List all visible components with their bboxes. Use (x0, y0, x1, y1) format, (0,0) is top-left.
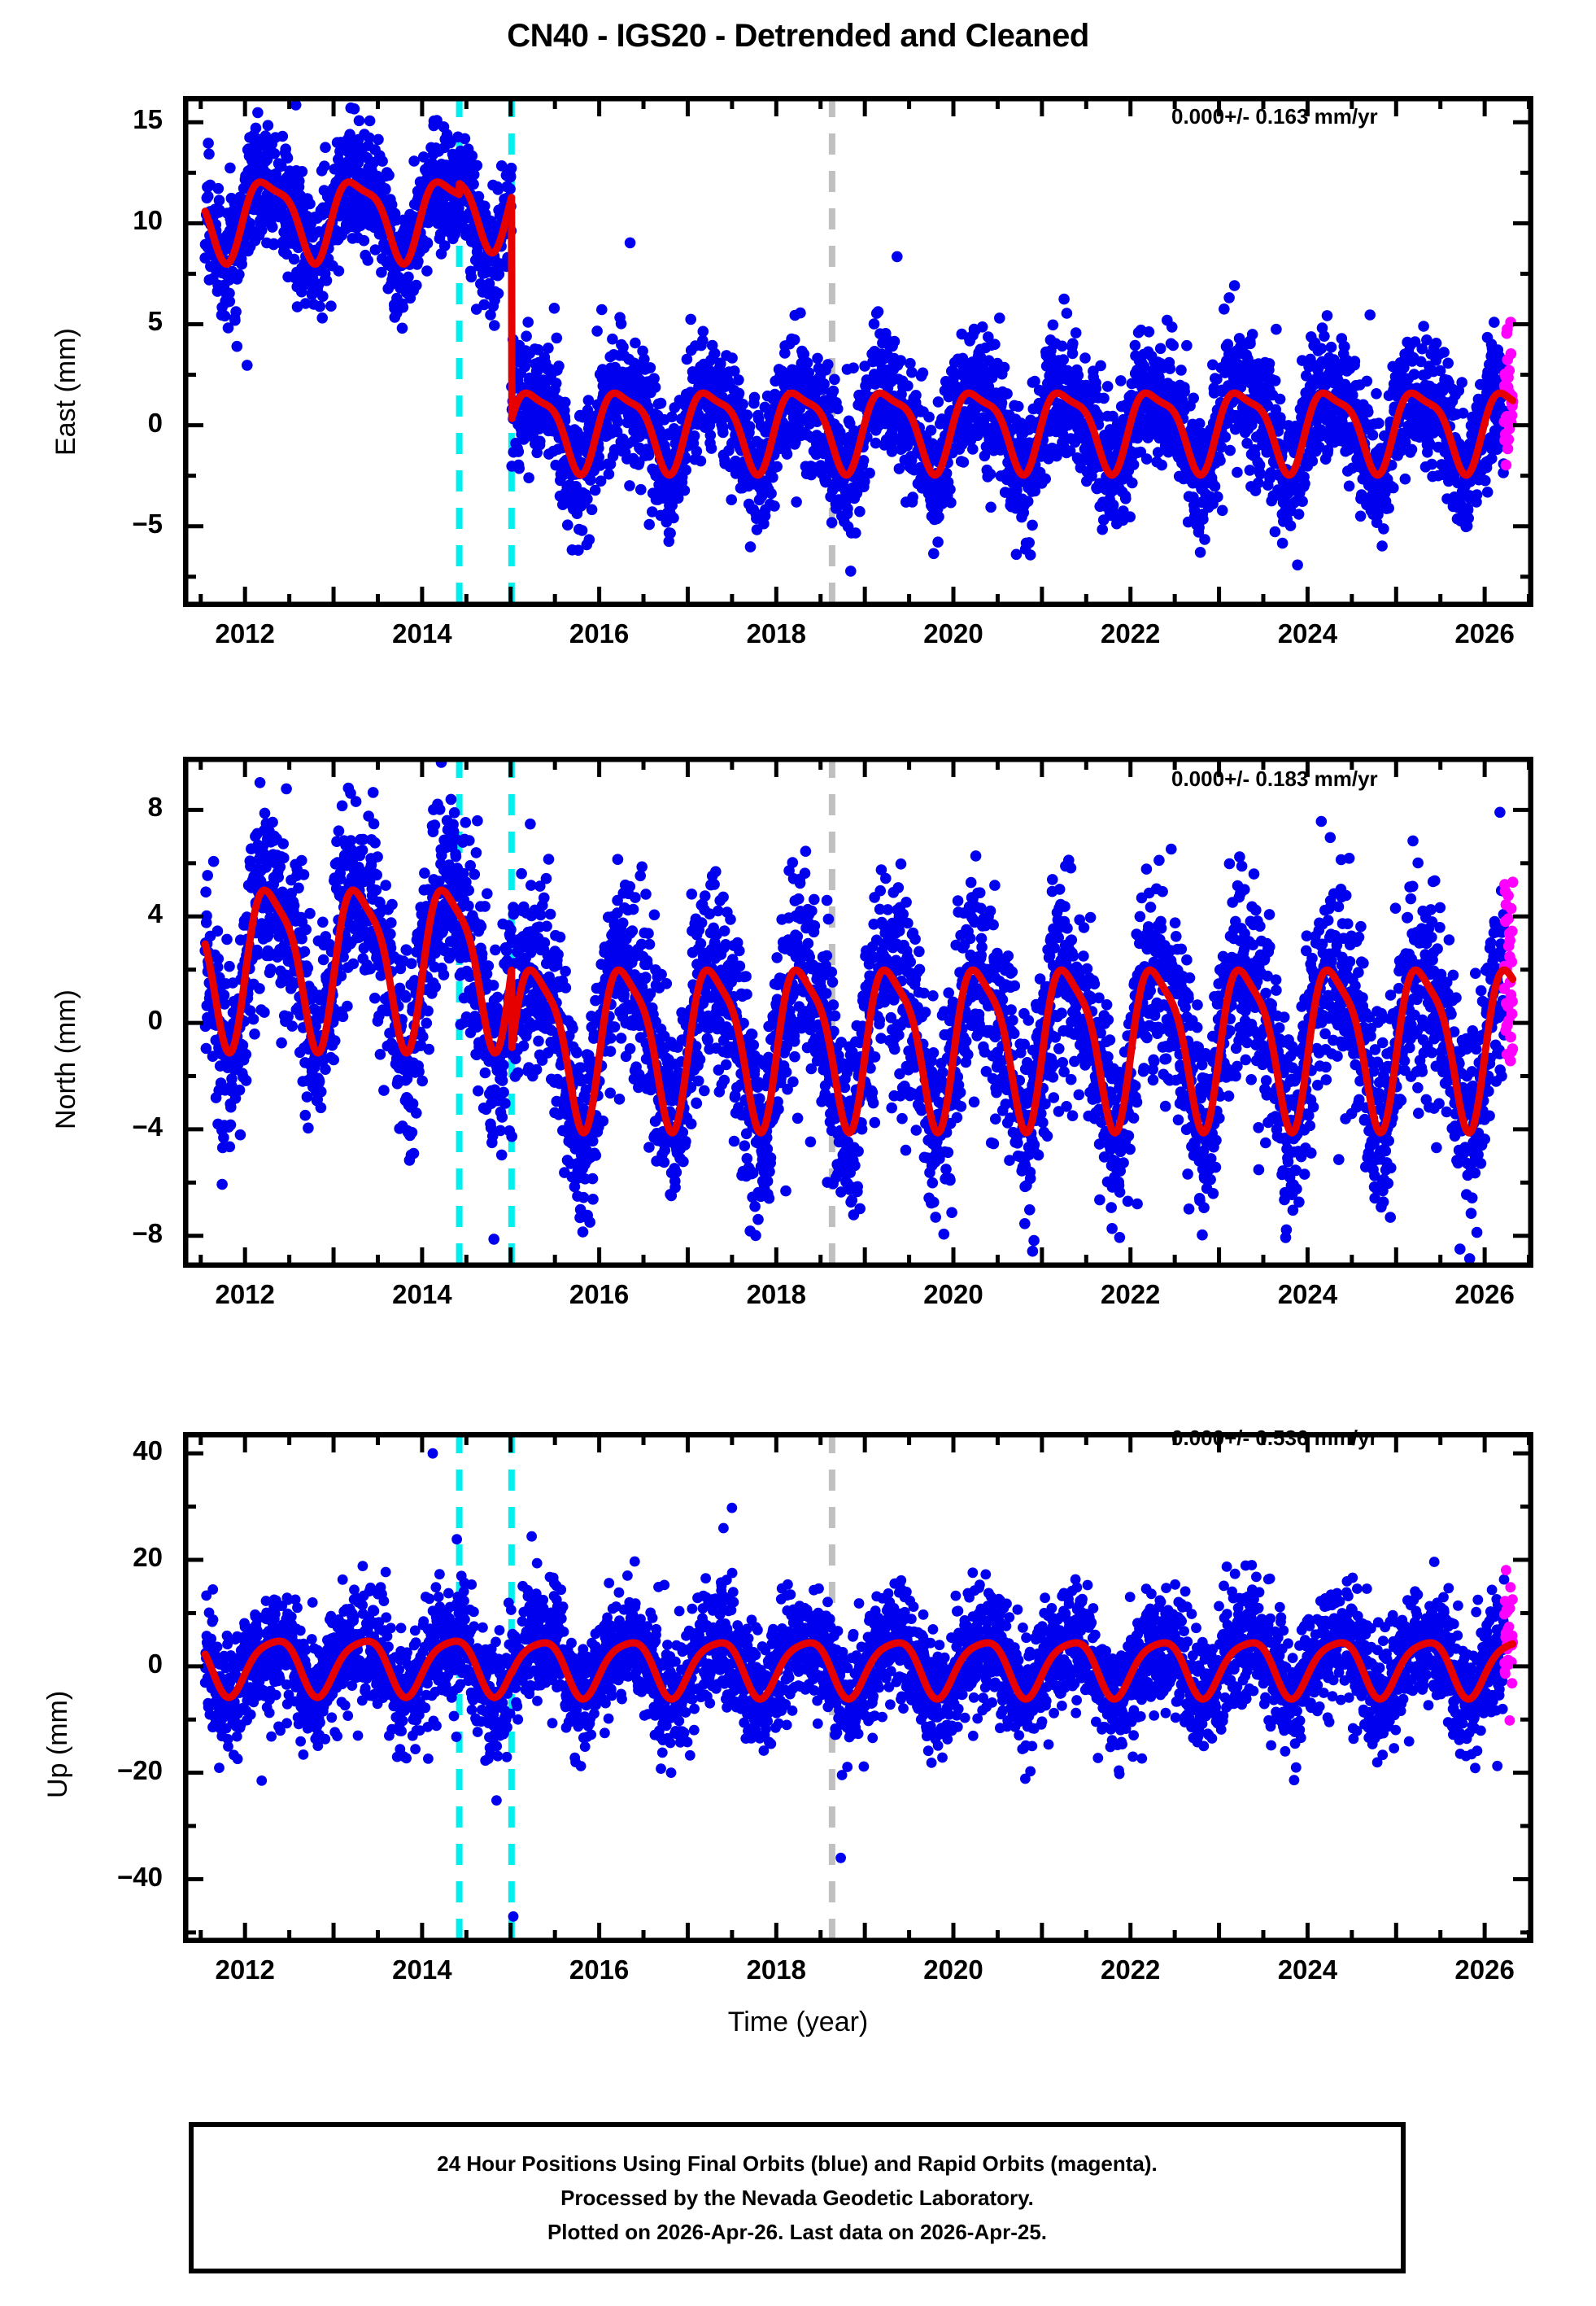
rate-annotation-north: 0.000+/- 0.183 mm/yr (1171, 766, 1378, 791)
x-tick-label-east-4: 2020 (923, 618, 983, 649)
y-tick-label-east-3: 0 (147, 407, 163, 438)
y-tick-label-up-0: 40 (133, 1435, 163, 1466)
x-tick-label-up-1: 2014 (392, 1954, 452, 1985)
panel-east (183, 96, 1533, 607)
y-tick-label-north-4: −8 (132, 1217, 163, 1248)
x-tick-label-up-5: 2022 (1101, 1954, 1161, 1985)
scatter-points-east (199, 99, 1519, 577)
axis-frame-east (183, 96, 1533, 607)
x-tick-label-east-6: 2024 (1277, 618, 1338, 649)
outlier-point-1 (508, 1911, 519, 1922)
y-tick-label-north-3: −4 (132, 1111, 163, 1142)
model-fit-curve-east (201, 178, 1517, 479)
plot-area-up (183, 1432, 1533, 1943)
x-tick-label-east-3: 2018 (746, 618, 806, 649)
y-tick-label-up-2: 0 (147, 1648, 163, 1679)
x-tick-label-east-0: 2012 (215, 618, 275, 649)
x-tick-label-east-7: 2026 (1454, 618, 1515, 649)
x-axis-label: Time (year) (727, 2007, 869, 2037)
panel-north (183, 757, 1533, 1268)
caption-line-2: Processed by the Nevada Geodetic Laborat… (560, 2185, 1034, 2210)
x-tick-label-up-4: 2020 (923, 1954, 983, 1985)
x-tick-label-up-6: 2024 (1277, 1954, 1338, 1985)
figure-caption-box: 24 Hour Positions Using Final Orbits (bl… (189, 2122, 1406, 2273)
y-tick-label-east-0: 15 (133, 104, 163, 135)
plot-area-east (183, 96, 1533, 607)
x-tick-label-north-3: 2018 (746, 1279, 806, 1309)
x-tick-label-up-7: 2026 (1454, 1954, 1515, 1985)
outlier-point-0 (427, 1448, 438, 1459)
x-tick-label-north-6: 2024 (1277, 1279, 1338, 1309)
y-tick-label-up-1: 20 (133, 1542, 163, 1572)
model-fit-curve-up (201, 1637, 1517, 1703)
rate-annotation-east: 0.000+/- 0.163 mm/yr (1171, 104, 1378, 129)
x-tick-label-north-5: 2022 (1101, 1279, 1161, 1309)
x-tick-label-up-3: 2018 (746, 1954, 806, 1985)
rate-annotation-up: 0.000+/- 0.536 mm/yr (1171, 1426, 1378, 1450)
x-tick-label-up-2: 2016 (569, 1954, 630, 1985)
model-fit-curve-north (201, 886, 1517, 1137)
x-tick-label-east-2: 2016 (569, 618, 630, 649)
y-tick-label-up-4: −40 (117, 1861, 163, 1892)
y-tick-label-north-2: 0 (147, 1005, 163, 1036)
y-tick-label-east-2: 5 (147, 306, 163, 337)
axis-frame-north (183, 757, 1533, 1268)
x-tick-label-north-4: 2020 (923, 1279, 983, 1309)
x-tick-label-north-2: 2016 (569, 1279, 630, 1309)
caption-line-3: Plotted on 2026-Apr-26. Last data on 202… (547, 2220, 1048, 2245)
x-tick-label-north-7: 2026 (1454, 1279, 1515, 1309)
axis-frame-up (183, 1432, 1533, 1943)
page-title: CN40 - IGS20 - Detrended and Cleaned (507, 18, 1089, 54)
y-tick-label-east-1: 10 (133, 205, 163, 236)
y-tick-label-up-3: −20 (117, 1754, 163, 1785)
panel-up (183, 1432, 1533, 1943)
caption-line-1: 24 Hour Positions Using Final Orbits (bl… (437, 2151, 1158, 2176)
x-tick-label-up-0: 2012 (215, 1954, 275, 1985)
plot-area-north (183, 757, 1533, 1268)
x-tick-label-north-0: 2012 (215, 1279, 275, 1309)
y-tick-label-north-1: 4 (147, 898, 163, 929)
x-tick-label-east-5: 2022 (1101, 618, 1161, 649)
y-tick-label-east-4: −5 (132, 508, 163, 539)
y-tick-label-north-0: 8 (147, 792, 163, 823)
x-tick-label-east-1: 2014 (392, 618, 452, 649)
x-tick-label-north-1: 2014 (392, 1279, 452, 1309)
